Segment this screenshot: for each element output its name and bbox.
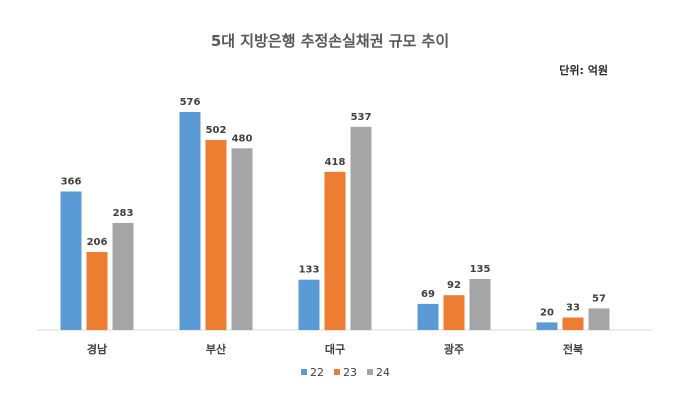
labels-layer: 366 206 283 경남 576 502 480 부산 133 418 537 대구 69 92 135…	[61, 97, 606, 356]
data-label-경남-22: 366	[61, 177, 82, 188]
bar-경남-23	[86, 252, 108, 330]
bar-전북-23	[562, 317, 584, 330]
bar-부산-22	[179, 112, 201, 330]
data-label-광주-22: 69	[421, 289, 435, 300]
data-label-광주-24: 135	[470, 264, 491, 275]
bar-광주-22	[417, 303, 439, 330]
bars-layer	[60, 112, 610, 330]
bar-경남-24	[112, 222, 134, 330]
bar-경남-22	[60, 191, 82, 330]
bar-광주-24	[469, 278, 491, 330]
category-label-경남: 경남	[87, 342, 107, 356]
bar-전북-22	[536, 322, 558, 330]
legend-label-24: 24	[376, 366, 390, 379]
legend-swatch-24	[367, 369, 373, 375]
category-label-부산: 부산	[206, 342, 226, 356]
data-label-대구-23: 418	[325, 157, 346, 168]
legend-swatch-23	[334, 369, 340, 375]
bar-대구-24	[350, 126, 372, 330]
bar-부산-23	[205, 140, 227, 330]
category-label-대구: 대구	[325, 342, 345, 356]
chart-title: 5대 지방은행 추정손실채권 규모 추이	[211, 32, 449, 50]
bar-광주-23	[443, 295, 465, 330]
data-label-경남-23: 206	[87, 237, 108, 248]
category-label-광주: 광주	[444, 343, 464, 356]
data-label-전북-24: 57	[592, 293, 606, 304]
bar-부산-24	[231, 148, 253, 330]
legend-label-22: 22	[310, 366, 324, 379]
legend: 22 23 24	[301, 366, 390, 379]
data-label-광주-23: 92	[447, 280, 461, 291]
data-label-대구-24: 537	[351, 112, 372, 123]
category-label-전북: 전북	[563, 342, 583, 356]
unit-label: 단위: 억원	[559, 63, 608, 77]
data-label-전북-22: 20	[540, 307, 554, 318]
data-label-전북-23: 33	[566, 303, 580, 314]
data-label-경남-24: 283	[113, 208, 134, 219]
bar-대구-23	[324, 171, 346, 330]
bar-전북-24	[588, 308, 610, 330]
data-label-부산-24: 480	[232, 133, 253, 144]
data-label-부산-22: 576	[180, 97, 201, 108]
legend-swatch-22	[301, 369, 307, 375]
data-label-대구-22: 133	[299, 265, 320, 276]
data-label-부산-23: 502	[206, 125, 227, 136]
legend-label-23: 23	[343, 366, 357, 379]
bar-대구-22	[298, 279, 320, 330]
